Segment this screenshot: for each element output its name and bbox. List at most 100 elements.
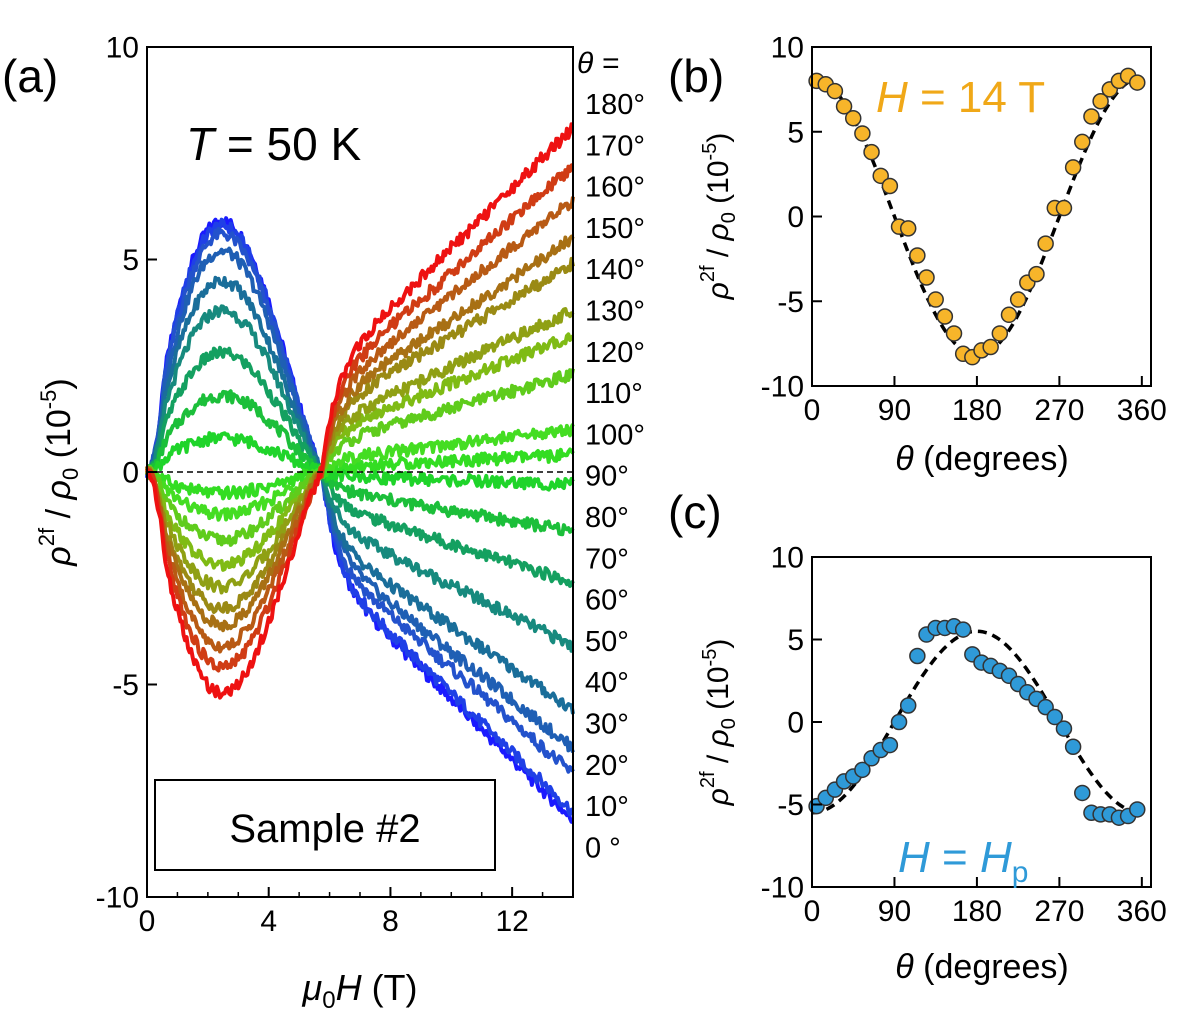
panel-b-x-tick-label: 270 <box>1034 394 1084 427</box>
sample-box <box>154 779 496 871</box>
panel-a-y-tick-label: 10 <box>106 32 139 65</box>
panel-a-y-tick-label: 5 <box>122 244 139 277</box>
panel-a-ylabel: ρ2f / ρ0 (10-5) <box>34 378 83 566</box>
series-theta-180 <box>145 122 574 700</box>
panel-b-y-tick-label: 10 <box>771 32 804 65</box>
panel-c-x-tick-label: 180 <box>952 895 1002 928</box>
panel-b-data-point <box>1083 108 1100 125</box>
panel-a-x-tick-label: 4 <box>260 905 277 938</box>
legend-entry-theta-120: 120° <box>585 337 645 369</box>
panel-c-x-tick-label: 270 <box>1034 895 1084 928</box>
panel-b: (b) 0 90 180 270 360 -10 -5 0 5 10 H = 14 T θ (d… <box>668 32 1167 479</box>
panel-c-x-tick-label: 0 <box>804 895 821 928</box>
panel-c-data-point <box>1129 801 1146 818</box>
panel-a-title: T = 50 K <box>186 118 361 170</box>
panel-a-y-ticks: -10 -5 0 5 10 <box>96 32 157 915</box>
panel-a-series-group <box>145 122 575 824</box>
legend-entry-theta-160: 160° <box>585 172 645 204</box>
legend-entry-theta-150: 150° <box>585 213 645 245</box>
panel-c-y-tick-label: 10 <box>771 542 804 575</box>
panel-b-ylabel: ρ2f / ρ0 (10-5) <box>697 133 740 301</box>
panel-c-x-tick-label: 360 <box>1117 895 1167 928</box>
panel-b-x-tick-label: 180 <box>952 394 1002 427</box>
legend-entry-theta-180: 180° <box>585 89 645 121</box>
legend-entry-theta-10: 10° <box>585 791 629 823</box>
legend-entry-theta-110: 110° <box>585 378 643 410</box>
panel-c-y-tick-label: 0 <box>787 707 804 740</box>
panel-c-data-point <box>1046 708 1064 726</box>
panel-c-y-tick-label: -10 <box>761 872 804 905</box>
panel-b-data-point <box>1064 159 1082 176</box>
panel-b-data-point <box>1009 291 1027 308</box>
panel-b-y-tick-label: -10 <box>761 371 804 404</box>
panel-c-points <box>808 618 1146 826</box>
panel-b-data-point <box>1000 306 1018 324</box>
panel-b-data-point <box>936 308 954 325</box>
panel-c-y-tick-label: 5 <box>787 624 804 657</box>
panel-c-y-tick-label: -5 <box>777 789 804 822</box>
series-theta-100 <box>146 423 575 522</box>
panel-c-data-point <box>1074 784 1091 802</box>
legend-entry-theta-60: 60° <box>585 585 629 617</box>
legend-entry-theta-70: 70° <box>585 543 629 575</box>
panel-c-xlabel: θ (degrees) <box>895 948 1068 986</box>
panel-b-y-tick-label: -5 <box>777 286 804 319</box>
series-theta-80 <box>145 431 575 492</box>
series-theta-90 <box>145 447 575 501</box>
panel-b-x-tick-label: 90 <box>878 394 911 427</box>
panel-b-data-point <box>927 291 944 308</box>
series-theta-70 <box>146 389 575 537</box>
panel-b-data-point <box>991 325 1009 342</box>
panel-a-x-ticks: 0 4 8 12 <box>139 887 544 938</box>
panel-b-data-point <box>1129 74 1146 91</box>
panel-c-label: (c) <box>668 486 722 538</box>
panel-b-data-point <box>826 82 844 100</box>
panel-c-data-point <box>854 761 871 779</box>
panel-c-y-ticks: -10 -5 0 5 10 <box>761 542 822 905</box>
panel-c-x-ticks: 0 90 180 270 360 <box>804 877 1167 928</box>
legend-entry-theta-20: 20° <box>585 750 629 782</box>
panel-b-data-point <box>945 325 963 342</box>
panel-b-data-point <box>982 338 999 356</box>
panel-a-x-tick-label: 0 <box>139 905 156 938</box>
panel-b-data-point <box>1074 133 1091 151</box>
legend-entry-theta-80: 80° <box>585 502 629 534</box>
panel-a-legend: 180° 170° 160° 150° 140° 130° 120° 110° 100° 90° 8… <box>585 89 645 864</box>
panel-b-data-point <box>872 167 889 185</box>
panel-b-label: (b) <box>668 50 724 102</box>
panel-a-y-tick-label: -10 <box>96 882 139 915</box>
panel-b-x-tick-label: 0 <box>804 394 821 427</box>
panel-b-data-point <box>863 143 880 161</box>
legend-entry-theta-0: 0 ° <box>585 832 621 864</box>
panel-b-data-point <box>918 269 935 286</box>
panel-a-y-tick-label: 0 <box>122 457 139 490</box>
panel-b-data-point <box>844 109 862 127</box>
legend-entry-theta-30: 30° <box>585 709 629 741</box>
panel-b-y-ticks: -10 -5 0 5 10 <box>761 32 822 404</box>
panel-c-data-point <box>1055 720 1073 737</box>
panel-c-data-point <box>954 621 972 638</box>
legend-entry-theta-90: 90° <box>585 461 629 493</box>
panel-c-data-point <box>899 697 917 714</box>
panel-c-data-point <box>890 713 908 731</box>
panel-b-data-point <box>835 98 853 115</box>
series-theta-20 <box>145 226 575 774</box>
legend-entry-theta-170: 170° <box>585 130 645 162</box>
panel-a-label: (a) <box>2 50 58 102</box>
panel-b-data-point <box>1092 92 1109 110</box>
panel-b-xlabel: θ (degrees) <box>895 440 1068 478</box>
panel-c-x-tick-label: 90 <box>878 895 911 928</box>
series-theta-170 <box>145 163 574 673</box>
legend-entry-theta-40: 40° <box>585 667 629 699</box>
panel-b-data-point <box>1028 265 1045 283</box>
panel-c-data-point <box>909 647 926 665</box>
legend-title: θ = <box>577 47 619 80</box>
panel-c-data-point <box>1064 738 1082 755</box>
panel-b-x-ticks: 0 90 180 270 360 <box>804 376 1167 427</box>
panel-b-data-point <box>1037 235 1054 252</box>
panel-b-data-point <box>1055 199 1073 217</box>
panel-b-x-tick-label: 360 <box>1117 394 1167 427</box>
series-theta-60 <box>145 345 575 588</box>
panel-b-points <box>808 67 1146 366</box>
